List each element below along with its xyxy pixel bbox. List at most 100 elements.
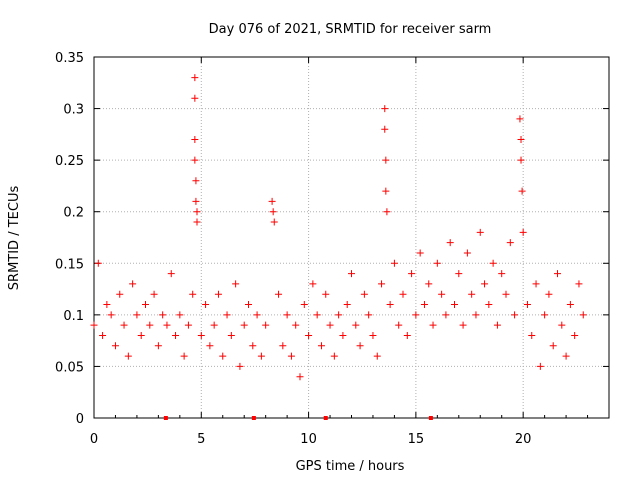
data-point (287, 352, 295, 360)
data-point (269, 208, 277, 216)
data-point (176, 311, 184, 319)
data-point (167, 270, 175, 278)
data-point (386, 301, 394, 309)
data-point (309, 280, 317, 288)
data-point (227, 331, 235, 339)
data-point (365, 311, 373, 319)
data-point (382, 187, 390, 195)
data-point (493, 321, 501, 329)
gap-marker (251, 416, 256, 420)
data-point (111, 342, 119, 350)
y-tick-label: 0.25 (55, 154, 84, 169)
data-point (348, 270, 355, 278)
data-point (206, 342, 214, 350)
y-tick-label: 0.15 (55, 257, 84, 272)
data-point (378, 280, 386, 288)
data-point (451, 301, 458, 309)
y-tick-label: 0.05 (55, 360, 84, 375)
data-point (193, 208, 201, 216)
data-point (275, 290, 283, 298)
y-tick-label: 0.35 (55, 51, 84, 66)
data-point (262, 321, 270, 329)
data-points (90, 74, 587, 381)
x-tick-label: 5 (197, 432, 205, 447)
data-point (382, 156, 390, 164)
data-point (214, 290, 222, 298)
data-point (519, 228, 527, 236)
data-point (103, 301, 111, 309)
data-point (554, 270, 561, 278)
data-point (154, 342, 162, 350)
data-point (455, 270, 463, 278)
data-point (425, 280, 433, 288)
data-point (322, 290, 330, 298)
data-point (326, 321, 334, 329)
data-point (518, 187, 526, 195)
data-point (197, 331, 205, 339)
data-point (429, 321, 437, 329)
data-point (270, 218, 278, 226)
data-point (502, 290, 510, 298)
data-point (180, 352, 188, 360)
data-point (268, 197, 276, 205)
data-point (184, 321, 192, 329)
data-point (476, 228, 484, 236)
data-point (468, 290, 476, 298)
data-point (99, 331, 107, 339)
data-point (356, 342, 364, 350)
axis-ticks: 0 5 10 15 20 0 0.05 0.1 0.15 0.2 0.25 0.3 0.35 (55, 51, 609, 447)
data-point (381, 105, 389, 113)
data-point (395, 321, 403, 329)
data-point (107, 311, 115, 319)
data-point (313, 311, 321, 319)
data-point (420, 301, 428, 309)
data-point (571, 331, 579, 339)
data-point (245, 301, 252, 309)
data-point (94, 259, 102, 267)
data-point (236, 362, 244, 370)
data-point (120, 321, 128, 329)
x-tick-label: 20 (515, 432, 532, 447)
x-tick-label: 0 (90, 432, 98, 447)
data-point (412, 311, 420, 319)
gap-markers (163, 416, 433, 420)
data-point (575, 280, 583, 288)
data-point (463, 249, 471, 257)
data-point (438, 290, 446, 298)
data-point (399, 290, 407, 298)
data-point (253, 311, 261, 319)
data-point (545, 290, 553, 298)
data-point (116, 290, 124, 298)
data-point (442, 311, 450, 319)
data-point (352, 321, 360, 329)
data-point (223, 311, 231, 319)
data-point (257, 352, 265, 360)
data-point (232, 280, 240, 288)
data-point (159, 311, 167, 319)
data-point (433, 259, 441, 267)
data-point (416, 249, 424, 257)
data-point (150, 290, 158, 298)
data-point (191, 94, 199, 102)
gap-marker (163, 416, 168, 420)
data-point (481, 280, 489, 288)
data-point (498, 270, 506, 278)
data-point (191, 74, 199, 82)
data-point (390, 259, 398, 267)
gap-marker (428, 416, 433, 420)
data-point (489, 259, 497, 267)
data-point (517, 156, 525, 164)
gap-marker (323, 416, 328, 420)
data-point (369, 331, 377, 339)
chart-title: Day 076 of 2021, SRMTID for receiver sar… (209, 22, 492, 37)
x-axis-label: GPS time / hours (296, 459, 405, 474)
data-point (137, 331, 145, 339)
data-point (383, 208, 391, 216)
data-point (562, 352, 570, 360)
data-point (339, 331, 347, 339)
data-point (579, 311, 587, 319)
data-point (536, 362, 544, 370)
data-point (523, 301, 531, 309)
